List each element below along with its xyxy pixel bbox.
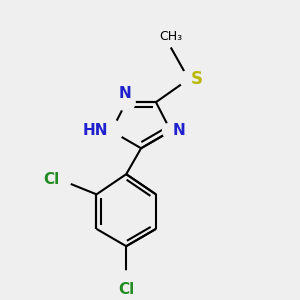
Circle shape [116,271,136,290]
Circle shape [180,70,198,88]
Text: Cl: Cl [43,172,59,188]
Text: CH₃: CH₃ [159,30,182,43]
Circle shape [163,123,179,139]
Text: N: N [172,124,185,139]
Text: Cl: Cl [118,282,134,297]
Circle shape [100,120,123,142]
Circle shape [51,170,71,190]
Text: S: S [191,70,203,88]
Circle shape [117,94,135,111]
Text: HN: HN [83,124,108,139]
Text: N: N [118,86,131,101]
